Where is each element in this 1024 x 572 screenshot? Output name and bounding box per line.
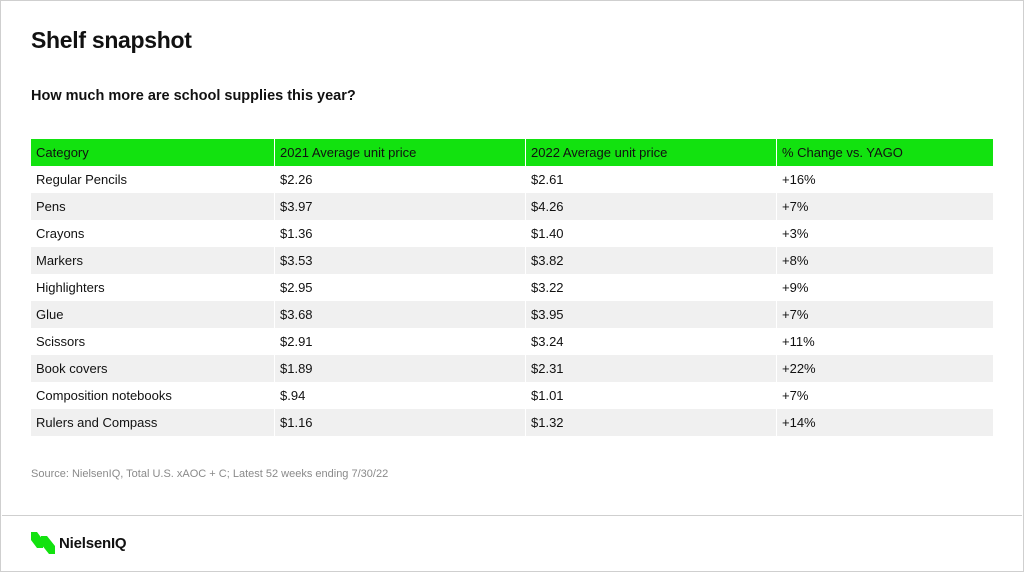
cell-category: Composition notebooks	[31, 382, 275, 409]
nielseniq-logo-icon	[31, 532, 55, 554]
cell-percent-change: +16%	[782, 172, 816, 187]
cell-2021-price: $1.89	[275, 355, 526, 382]
cell-2021-price: $2.26	[275, 166, 526, 193]
table-row: Composition notebooks $.94 $1.01 +7%	[31, 382, 993, 409]
table-row: Rulers and Compass $1.16 $1.32 +14%	[31, 409, 993, 436]
cell-2021-price: $1.16	[275, 409, 526, 436]
price-table: Category 2021 Average unit price 2022 Av…	[31, 139, 993, 436]
table-row: Pens $3.97 $4.26 +7%	[31, 193, 993, 220]
cell-2021-price: $1.36	[275, 220, 526, 247]
cell-2021-price: $.94	[275, 382, 526, 409]
cell-2021-price: $3.97	[275, 193, 526, 220]
cell-percent-change: +14%	[777, 409, 993, 436]
cell-category: Highlighters	[31, 274, 275, 301]
header-2022-price: 2022 Average unit price	[526, 139, 777, 166]
cell-percent-change: +3%	[782, 226, 809, 241]
table-row: Glue $3.68 $3.95 +7%	[31, 301, 993, 328]
cell-2021-price: $3.68	[275, 301, 526, 328]
cell-percent-change: +22%	[777, 355, 993, 382]
table-row: Scissors $2.91 $3.24 +11%	[31, 328, 993, 355]
cell-2022-price: $3.82	[526, 247, 777, 274]
cell-category: Markers	[31, 247, 275, 274]
cell-2022-price: $3.95	[526, 301, 777, 328]
cell-category: Book covers	[31, 355, 275, 382]
cell-2022-price: $1.01	[526, 382, 777, 409]
table-row: Book covers $1.89 $2.31 +22%	[31, 355, 993, 382]
page-subtitle: How much more are school supplies this y…	[31, 88, 356, 104]
source-note: Source: NielsenIQ, Total U.S. xAOC + C; …	[31, 468, 389, 480]
cell-2021-price: $2.95	[275, 274, 526, 301]
cell-category: Pens	[31, 193, 275, 220]
cell-2021-price: $3.53	[275, 247, 526, 274]
header-2021-price: 2021 Average unit price	[275, 139, 526, 166]
table-row: Highlighters $2.95 $3.22 +9%	[31, 274, 993, 301]
cell-percent-change: +7%	[777, 301, 993, 328]
table-row: Crayons $1.36 $1.40 +3%	[31, 220, 993, 247]
cell-2022-price: $4.26	[526, 193, 777, 220]
cell-2022-price: $2.31	[526, 355, 777, 382]
cell-percent-change: +7%	[782, 388, 809, 403]
header-category: Category	[31, 139, 275, 166]
cell-2022-price: $2.61	[526, 166, 777, 193]
nielseniq-logo: NielsenIQ	[31, 531, 127, 555]
cell-2022-price: $3.22	[526, 274, 777, 301]
header-percent-change: % Change vs. YAGO	[777, 139, 993, 166]
cell-percent-change: +11%	[782, 334, 815, 349]
logo-wordmark: NielsenIQ	[59, 534, 127, 552]
cell-percent-change: +8%	[777, 247, 993, 274]
cell-2021-price: $2.91	[275, 328, 526, 355]
cell-percent-change: +7%	[777, 193, 993, 220]
page-title: Shelf snapshot	[31, 27, 192, 53]
cell-category: Scissors	[31, 328, 275, 355]
cell-category: Regular Pencils	[31, 166, 275, 193]
cell-category: Rulers and Compass	[31, 409, 275, 436]
cell-2022-price: $1.40	[526, 220, 777, 247]
table-row: Markers $3.53 $3.82 +8%	[31, 247, 993, 274]
footer-divider	[2, 515, 1022, 516]
cell-2022-price: $3.24	[526, 328, 777, 355]
cell-category: Glue	[31, 301, 275, 328]
cell-percent-change: +9%	[782, 280, 809, 295]
cell-2022-price: $1.32	[526, 409, 777, 436]
table-header-row: Category 2021 Average unit price 2022 Av…	[31, 139, 993, 166]
cell-category: Crayons	[31, 220, 275, 247]
table-row: Regular Pencils $2.26 $2.61 +16%	[31, 166, 993, 193]
